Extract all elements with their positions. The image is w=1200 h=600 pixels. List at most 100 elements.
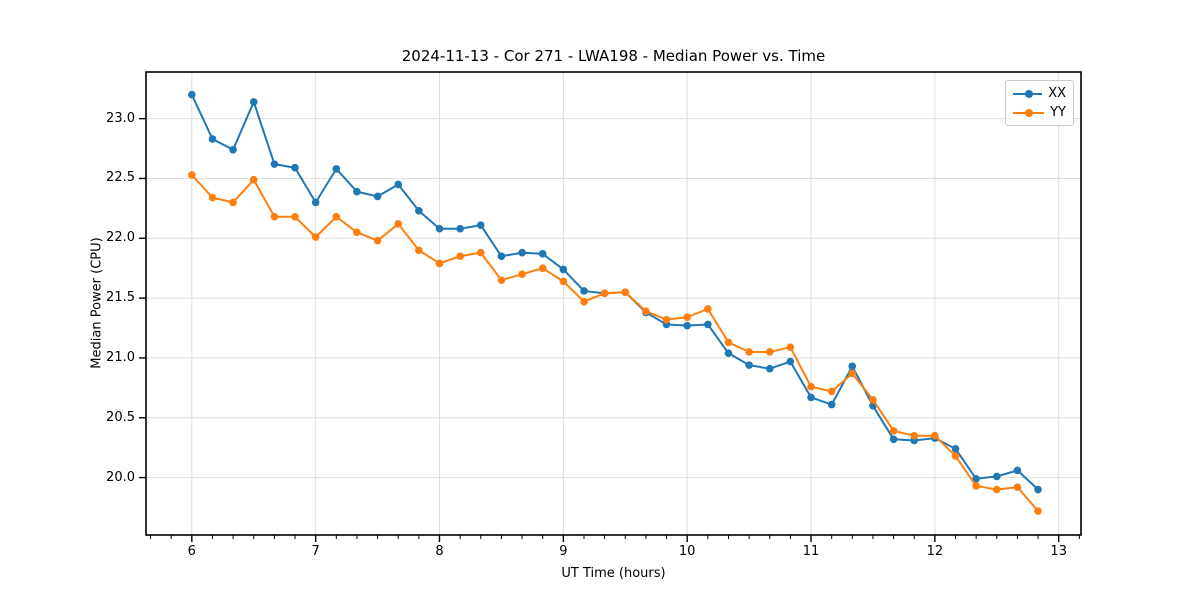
y-tick-label: 22.5: [106, 170, 135, 186]
data-point-yy: [642, 307, 650, 316]
x-tick-label: 8: [435, 544, 444, 559]
legend: XX YY: [1005, 80, 1074, 126]
x-tick-label: 11: [802, 544, 820, 559]
data-point-xx: [332, 165, 341, 173]
data-point-yy: [476, 248, 485, 257]
data-point-yy: [600, 289, 609, 298]
data-point-xx: [580, 287, 588, 295]
x-tick-label: 13: [1050, 544, 1067, 559]
data-point-xx: [827, 400, 836, 409]
data-point-xx: [538, 250, 547, 258]
data-point-yy: [249, 175, 258, 184]
data-point-xx: [889, 435, 898, 444]
data-point-xx: [311, 198, 320, 207]
data-point-xx: [683, 321, 691, 330]
data-point-xx: [724, 349, 733, 357]
data-point-yy: [415, 246, 423, 255]
data-point-yy: [931, 431, 939, 440]
data-point-yy: [786, 343, 795, 351]
chart-title: 2024-11-13 - Cor 271 - LWA198 - Median P…: [401, 47, 826, 65]
data-point-yy: [704, 305, 712, 313]
data-point-xx: [373, 192, 382, 201]
data-point-xx: [476, 221, 485, 229]
data-point-yy: [373, 236, 382, 245]
data-point-yy: [683, 313, 691, 322]
x-tick-label: 9: [559, 544, 568, 559]
x-tick-label: 10: [678, 544, 696, 559]
data-point-yy: [889, 427, 898, 435]
data-point-yy: [188, 171, 196, 179]
data-point-xx: [208, 135, 217, 143]
data-point-yy: [992, 485, 1001, 494]
data-point-yy: [291, 212, 299, 221]
data-point-yy: [332, 212, 341, 221]
y-tick-label: 22.0: [106, 230, 135, 246]
x-tick-label: 7: [311, 544, 320, 559]
data-point-yy: [435, 259, 444, 268]
plot-border: [145, 71, 1082, 536]
data-point-yy: [311, 233, 320, 241]
x-tick-label: 6: [187, 544, 196, 559]
data-point-xx: [518, 248, 526, 257]
data-point-xx: [1034, 485, 1042, 494]
data-point-xx: [786, 357, 795, 366]
data-point-xx: [456, 224, 464, 233]
data-point-xx: [1013, 466, 1022, 475]
data-point-yy: [910, 431, 918, 440]
legend-entry-xx: XX: [1013, 84, 1066, 103]
data-point-xx: [229, 145, 237, 154]
data-point-yy: [270, 212, 279, 221]
data-point-xx: [249, 98, 258, 106]
data-point-xx: [559, 265, 568, 274]
legend-label: XX: [1048, 85, 1066, 101]
series-line-yy: [191, 174, 1039, 512]
data-point-yy: [972, 482, 980, 490]
data-point-xx: [394, 180, 403, 189]
data-point-xx: [951, 445, 960, 453]
data-point-yy: [518, 270, 526, 278]
data-point-xx: [848, 362, 857, 371]
data-point-yy: [724, 338, 733, 347]
data-point-yy: [559, 277, 568, 286]
legend-line-marker-icon: [1013, 89, 1043, 98]
data-point-yy: [394, 220, 403, 228]
data-point-xx: [704, 320, 712, 329]
data-point-xx: [188, 90, 196, 99]
data-point-xx: [992, 472, 1001, 481]
data-point-xx: [765, 364, 774, 373]
x-axis-label: UT Time (hours): [561, 566, 666, 581]
data-point-yy: [1034, 507, 1042, 515]
data-point-yy: [807, 382, 815, 391]
data-point-xx: [972, 474, 980, 483]
legend-line-marker-icon: [1013, 108, 1045, 117]
data-point-yy: [497, 276, 506, 284]
data-point-xx: [497, 252, 506, 261]
data-point-yy: [848, 369, 857, 378]
data-point-yy: [662, 315, 671, 324]
data-point-xx: [270, 160, 279, 168]
data-point-yy: [869, 396, 877, 404]
data-point-xx: [291, 163, 299, 172]
data-point-yy: [208, 193, 217, 202]
data-point-yy: [1013, 483, 1022, 491]
y-tick-label: 23.0: [106, 110, 135, 126]
data-point-yy: [765, 348, 774, 356]
data-point-yy: [456, 252, 464, 261]
data-point-yy: [621, 288, 630, 296]
data-point-xx: [435, 224, 444, 233]
data-point-yy: [538, 264, 547, 273]
data-point-xx: [415, 206, 423, 215]
data-point-yy: [951, 452, 960, 460]
data-point-yy: [827, 387, 836, 396]
data-point-xx: [353, 187, 361, 196]
legend-entry-yy: YY: [1013, 103, 1066, 122]
x-tick-label: 12: [926, 544, 944, 559]
legend-label: YY: [1050, 104, 1066, 120]
data-point-yy: [229, 198, 237, 207]
data-point-yy: [580, 297, 588, 306]
data-point-xx: [807, 393, 815, 402]
data-point-yy: [745, 348, 753, 356]
y-tick-label: 21.0: [106, 349, 135, 365]
